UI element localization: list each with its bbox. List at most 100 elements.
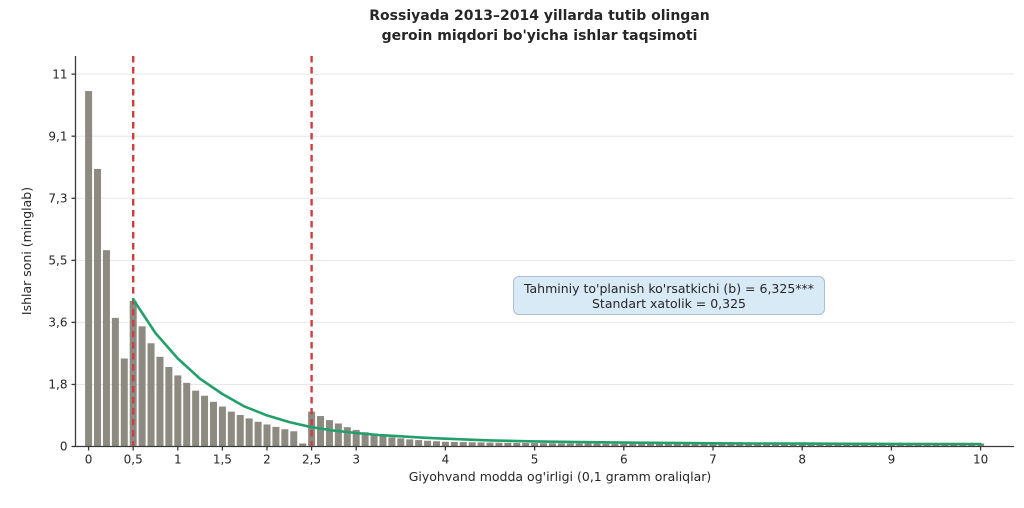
histogram-bar — [950, 444, 958, 447]
x-tick-label: 7 — [709, 453, 717, 467]
histogram-bar — [959, 444, 967, 447]
histogram-bar — [361, 432, 369, 447]
histogram-bar — [432, 441, 440, 447]
y-tick-label: 0 — [60, 440, 68, 454]
x-tick-label: 10 — [973, 453, 988, 467]
histogram-bar — [343, 427, 351, 447]
histogram-bar — [459, 442, 467, 447]
histogram-bar — [308, 411, 316, 447]
histogram-bar — [522, 443, 530, 447]
histogram-bar — [406, 439, 414, 447]
histogram-bar — [923, 444, 931, 447]
histogram-bar — [700, 444, 708, 447]
histogram-bar — [664, 443, 672, 447]
histogram-bar — [531, 443, 539, 447]
x-tick-label: 1,5 — [213, 453, 232, 467]
histogram-bar — [192, 390, 200, 447]
histogram-bar — [655, 443, 663, 447]
histogram-bar — [905, 444, 913, 447]
histogram-bar — [682, 444, 690, 447]
histogram-bar — [763, 444, 771, 447]
histogram-bar — [504, 442, 512, 447]
y-tick-label: 7,3 — [48, 191, 67, 205]
histogram-bar — [165, 366, 173, 447]
histogram-bar — [941, 444, 949, 447]
histogram-bar — [807, 444, 815, 447]
histogram-bar — [852, 444, 860, 447]
histogram-bar — [486, 442, 494, 447]
histogram-bar — [111, 317, 119, 447]
chart-title-line2: geroin miqdori bo'yicha ishlar taqsimoti — [381, 28, 698, 44]
histogram-bar — [352, 429, 360, 447]
histogram-bar — [102, 250, 110, 447]
histogram-bar — [736, 444, 744, 447]
histogram-bar — [227, 411, 235, 447]
histogram-bar — [620, 443, 628, 447]
chart-title: Rossiyada 2013–2014 yillarda tutib oling… — [65, 6, 1014, 46]
histogram-bar — [156, 356, 164, 447]
histogram-bar — [450, 441, 458, 447]
annotation-box: Tahminiy to'planish ko'rsatkichi (b) = 6… — [513, 276, 825, 315]
histogram-bar — [629, 443, 637, 447]
histogram-bar — [397, 438, 405, 447]
histogram-bar — [673, 444, 681, 447]
y-tick-label: 1,8 — [48, 378, 67, 392]
histogram-bar — [325, 420, 333, 447]
histogram-bar — [236, 415, 244, 447]
histogram-bar — [727, 444, 735, 447]
histogram-bar — [388, 437, 396, 447]
histogram-bar — [968, 444, 976, 447]
histogram-bar — [290, 431, 298, 447]
histogram-bar — [611, 443, 619, 447]
x-tick-label: 0 — [85, 453, 93, 467]
x-tick-label: 5 — [531, 453, 539, 467]
histogram-bar — [85, 91, 93, 447]
histogram-bar — [254, 421, 262, 447]
histogram-bar — [548, 443, 556, 447]
histogram-bar — [584, 443, 592, 447]
y-tick-label: 9,1 — [48, 129, 67, 143]
histogram-bar — [174, 375, 182, 447]
histogram-bar — [495, 442, 503, 447]
histogram-bar — [575, 443, 583, 447]
histogram-bar — [691, 444, 699, 447]
x-tick-label: 8 — [798, 453, 806, 467]
histogram-bar — [870, 444, 878, 447]
histogram-bar — [94, 168, 102, 447]
histogram-bar — [896, 444, 904, 447]
histogram-bar — [415, 440, 423, 447]
x-tick-label: 1 — [174, 453, 182, 467]
histogram-bar — [424, 440, 432, 447]
histogram-bar — [370, 434, 378, 447]
histogram-bar — [477, 442, 485, 447]
y-tick-label: 5,5 — [48, 254, 67, 268]
histogram-bar — [183, 382, 191, 447]
histogram-bar — [593, 443, 601, 447]
histogram-bar — [771, 444, 779, 447]
x-tick-label: 4 — [442, 453, 450, 467]
histogram-bar — [441, 441, 449, 447]
histogram-bar — [789, 444, 797, 447]
histogram-bar — [602, 443, 610, 447]
histogram-bar — [825, 444, 833, 447]
histogram-bar — [566, 443, 574, 447]
histogram-bar — [557, 443, 565, 447]
histogram-bar — [379, 436, 387, 447]
histogram-bar — [816, 444, 824, 447]
fit-curve — [131, 298, 982, 446]
histogram-bar — [334, 423, 342, 447]
y-axis-label: Ishlar soni (minglab) — [19, 187, 34, 315]
histogram-bar — [245, 418, 253, 447]
histogram-bar — [834, 444, 842, 447]
histogram-bar — [754, 444, 762, 447]
histogram-bar — [513, 442, 521, 447]
histogram-bar — [317, 416, 325, 447]
x-tick-label: 9 — [888, 453, 896, 467]
annotation-line2: Standart xatolik = 0,325 — [591, 295, 747, 311]
histogram-bar — [932, 444, 940, 447]
histogram-bar — [647, 443, 655, 447]
histogram-bar — [263, 424, 271, 447]
x-tick-label: 2,5 — [302, 453, 321, 467]
annotation-line1: Tahminiy to'planish ko'rsatkichi (b) = 6… — [523, 280, 815, 296]
